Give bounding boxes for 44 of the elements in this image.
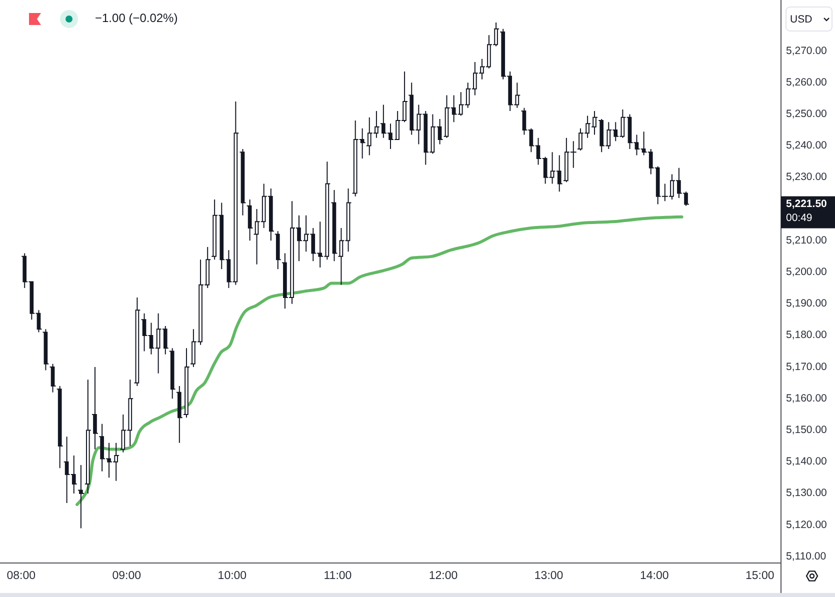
candlestick — [330, 190, 338, 262]
line-series — [76, 215, 684, 506]
y-tick-label: 5,190.00 — [786, 298, 828, 310]
text: USD — [790, 13, 813, 26]
candlestick — [134, 297, 141, 387]
y-tick-label: 5,160.00 — [786, 392, 828, 404]
y-tick-label: 5,230.00 — [786, 171, 828, 184]
candlestick — [183, 348, 190, 418]
x-tick-label: 13:00 — [534, 570, 564, 582]
candlestick — [84, 379, 92, 494]
candlestick — [591, 110, 598, 136]
y-tick-label: 5,260.00 — [786, 76, 828, 88]
x-tick-label: 12:00 — [428, 570, 458, 582]
y-tick-label: 5,250.00 — [786, 108, 828, 120]
annotation: −1.00 (−0.02%) — [95, 11, 178, 26]
y-tick-label: 5,150.00 — [786, 424, 828, 436]
y-tick-label: 5,120.00 — [786, 518, 828, 531]
candlestick — [246, 199, 254, 242]
candlestick — [168, 348, 176, 400]
candlestick — [274, 230, 282, 270]
candlestick — [56, 386, 64, 469]
candlestick — [42, 328, 50, 371]
x-tick-label: 10:00 — [218, 570, 247, 582]
y-tick-label: 5,170.00 — [786, 360, 828, 373]
x-tick-label: 14:00 — [640, 570, 669, 582]
y-tick-label: 5,210.00 — [786, 234, 828, 246]
candlestick — [77, 464, 84, 529]
candlestick — [239, 148, 246, 216]
y-tick-label: 5,270.00 — [786, 44, 828, 57]
y-tick-label: 5,110.00 — [786, 550, 826, 562]
y-tick-label: 5,240.00 — [786, 140, 828, 152]
x-tick-label: 09:00 — [112, 570, 142, 582]
text: 5,221.50 — [786, 198, 828, 210]
x-tick-label: 08:00 — [6, 570, 36, 582]
y-tick-label: 5,180.00 — [786, 329, 828, 342]
x-tick-label: 11:00 — [324, 570, 352, 582]
candlestick — [176, 386, 183, 444]
y-tick-label: 5,130.00 — [786, 487, 828, 500]
candlestick — [92, 366, 98, 450]
y-tick-label: 5,200.00 — [786, 266, 828, 278]
x-tick-label: 15:00 — [746, 570, 774, 582]
y-tick-label: 5,140.00 — [786, 456, 828, 468]
candlestick — [49, 363, 56, 393]
text: 00:49 — [786, 212, 812, 224]
